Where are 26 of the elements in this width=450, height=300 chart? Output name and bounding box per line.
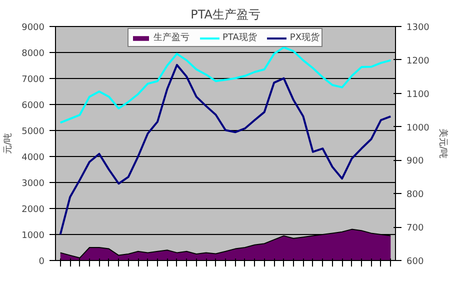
y-tick-label: 7000 [22, 75, 45, 85]
y2-tick-label: 1100 [406, 90, 430, 100]
legend-label: PTA现货 [222, 32, 257, 44]
y-axis-title: 元/吨 [2, 132, 14, 154]
y2-tick-label: 600 [406, 257, 424, 267]
legend-label: 生产盈亏 [154, 32, 190, 44]
y2-tick-label: 800 [406, 190, 424, 200]
y-tick-label: 1000 [22, 231, 45, 241]
y-tick-label: 5000 [22, 127, 45, 137]
legend-label: PX现货 [290, 32, 320, 44]
y-tick-label: 4000 [22, 153, 45, 163]
y2-tick-label: 700 [406, 224, 424, 234]
y-tick-label: 3000 [22, 179, 45, 189]
y-tick-label: 0 [38, 257, 45, 267]
y2-tick-label: 1200 [406, 56, 430, 66]
y2-axis-title: 美元/吨 [437, 128, 448, 159]
y-tick-label: 8000 [22, 49, 45, 59]
y2-tick-label: 1000 [406, 123, 430, 134]
y-tick-label: 6000 [22, 101, 45, 111]
y2-tick-label: 900 [406, 156, 424, 167]
y-tick-label: 9000 [22, 23, 45, 33]
line-series [59, 64, 392, 236]
line-series [59, 46, 392, 124]
y-tick-label: 2000 [22, 205, 45, 215]
y2-tick-label: 1300 [406, 23, 430, 33]
chart-title: PTA生产盈亏 [190, 8, 260, 22]
